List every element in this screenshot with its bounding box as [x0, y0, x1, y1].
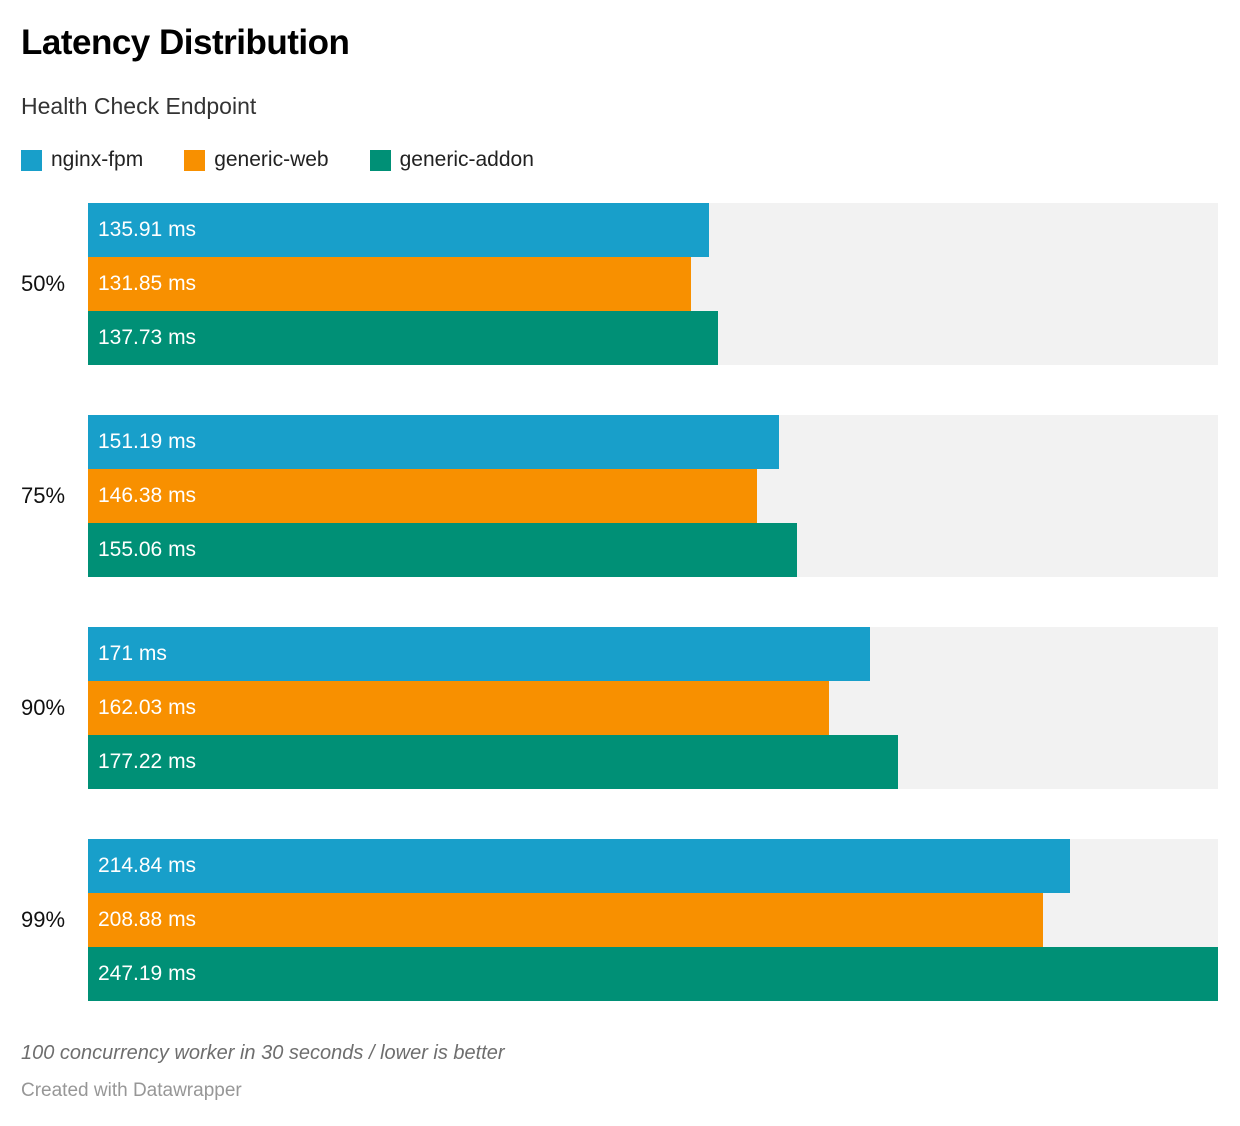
bar-generic-web: 162.03 ms [88, 681, 829, 735]
category-label: 50% [21, 271, 66, 296]
value-label: 146.38 ms [98, 484, 197, 507]
value-label: 162.03 ms [98, 696, 197, 719]
category-label: 75% [21, 483, 66, 508]
bar-track: 146.38 ms [88, 469, 1218, 523]
bar-track: 208.88 ms [88, 893, 1218, 947]
bar-group-99pct: 99% 214.84 ms 208.88 ms 247.19 ms [21, 839, 1218, 1001]
value-label: 208.88 ms [98, 908, 197, 931]
value-label: 135.91 ms [98, 218, 197, 241]
bar-track-area: 151.19 ms 146.38 ms 155.06 ms [88, 415, 1218, 577]
bar-track: 177.22 ms [88, 735, 1218, 789]
bar-track: 155.06 ms [88, 523, 1218, 577]
page-subtitle: Health Check Endpoint [21, 93, 257, 119]
legend-label: generic-web [214, 148, 329, 171]
bar-track: 162.03 ms [88, 681, 1218, 735]
bar-nginx-fpm: 135.91 ms [88, 203, 710, 257]
bar-generic-web: 146.38 ms [88, 469, 758, 523]
value-label: 177.22 ms [98, 750, 197, 773]
bar-generic-addon: 137.73 ms [88, 311, 718, 365]
bar-track: 247.19 ms [88, 947, 1218, 1001]
bar-track: 151.19 ms [88, 415, 1218, 469]
legend-item-generic-addon: generic-addon [369, 148, 534, 172]
value-label: 151.19 ms [98, 430, 197, 453]
footnote: 100 concurrency worker in 30 seconds / l… [21, 1042, 505, 1064]
category-label: 90% [21, 695, 66, 720]
bar-nginx-fpm: 151.19 ms [88, 415, 780, 469]
legend-item-nginx-fpm: nginx-fpm [21, 148, 143, 172]
datawrapper-credit: Created with Datawrapper [21, 1080, 242, 1101]
chart: 50% 135.91 ms 131.85 ms 137.73 ms 75% 151.19 … [21, 203, 1218, 1001]
legend-swatch-generic-web [184, 149, 206, 171]
page-title: Latency Distribution [21, 23, 350, 62]
bar-group-90pct: 90% 171 ms 162.03 ms 177.22 ms [21, 627, 1218, 789]
bar-track: 137.73 ms [88, 311, 1218, 365]
value-label: 155.06 ms [98, 538, 197, 561]
legend-swatch-generic-addon [369, 149, 391, 171]
bar-track-area: 214.84 ms 208.88 ms 247.19 ms [88, 839, 1218, 1001]
category-label: 99% [21, 907, 66, 932]
bar-track: 171 ms [88, 627, 1218, 681]
bar-track: 131.85 ms [88, 257, 1218, 311]
value-label: 171 ms [98, 642, 167, 665]
legend-label: generic-addon [399, 148, 534, 171]
legend: nginx-fpm generic-web generic-addon [21, 146, 1218, 174]
value-label: 214.84 ms [98, 854, 197, 877]
bar-track: 135.91 ms [88, 203, 1218, 257]
bar-track-area: 171 ms 162.03 ms 177.22 ms [88, 627, 1218, 789]
bar-group-50pct: 50% 135.91 ms 131.85 ms 137.73 ms [21, 203, 1218, 365]
bar-track: 214.84 ms [88, 839, 1218, 893]
value-label: 137.73 ms [98, 326, 197, 349]
bar-nginx-fpm: 214.84 ms [88, 839, 1071, 893]
bar-generic-addon: 177.22 ms [88, 735, 899, 789]
bar-generic-addon: 155.06 ms [88, 523, 797, 577]
bar-group-75pct: 75% 151.19 ms 146.38 ms 155.06 ms [21, 415, 1218, 577]
value-label: 131.85 ms [98, 272, 197, 295]
value-label: 247.19 ms [98, 962, 197, 985]
legend-label: nginx-fpm [51, 148, 144, 171]
bar-track-area: 135.91 ms 131.85 ms 137.73 ms [88, 203, 1218, 365]
legend-item-generic-web: generic-web [184, 148, 329, 172]
legend-swatch-nginx-fpm [21, 149, 42, 171]
bar-generic-web: 208.88 ms [88, 893, 1043, 947]
bar-nginx-fpm: 171 ms [88, 627, 870, 681]
bar-generic-web: 131.85 ms [88, 257, 691, 311]
bar-generic-addon: 247.19 ms [88, 947, 1218, 1001]
